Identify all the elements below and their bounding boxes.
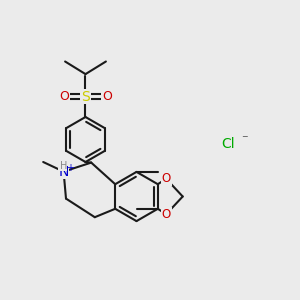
Text: O: O	[162, 172, 171, 185]
Text: O: O	[59, 90, 69, 103]
Text: +: +	[66, 163, 74, 173]
Text: H: H	[60, 161, 67, 171]
Text: O: O	[162, 208, 171, 221]
Text: O: O	[102, 90, 112, 103]
Text: Cl: Cl	[221, 137, 235, 151]
Text: S: S	[81, 90, 90, 104]
Text: N: N	[58, 165, 69, 178]
Text: ⁻: ⁻	[241, 133, 248, 146]
